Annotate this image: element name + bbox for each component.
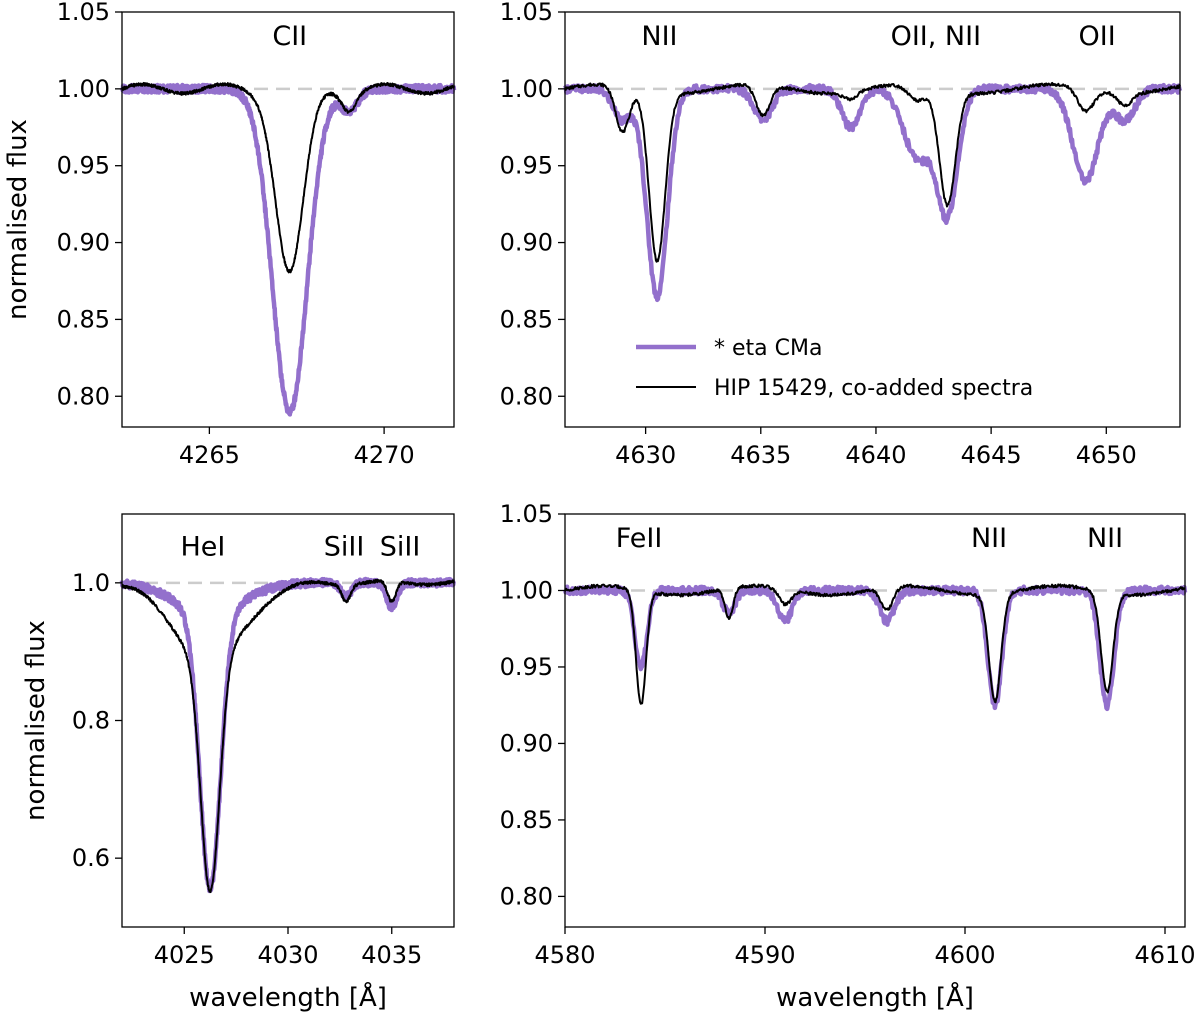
y-tick-label: 1.05 — [57, 0, 110, 26]
y-tick-label: 1.0 — [72, 569, 110, 597]
y-tick-label: 0.95 — [500, 653, 553, 681]
series-line-eta-cma — [563, 82, 1183, 303]
x-tick-label: 4265 — [179, 441, 240, 469]
y-tick-label: 0.85 — [500, 305, 553, 333]
series-line-eta-cma — [562, 584, 1188, 712]
line-annotation: HeI — [180, 532, 225, 563]
y-tick-label: 0.85 — [57, 305, 110, 333]
y-tick-label: 1.00 — [500, 75, 553, 103]
line-annotation: FeII — [616, 523, 663, 554]
y-tick-label: 0.8 — [72, 707, 110, 735]
y-tick-label: 0.90 — [500, 229, 553, 257]
x-tick-label: 4640 — [845, 441, 906, 469]
y-tick-label: 1.05 — [500, 500, 553, 528]
y-axis-label: normalised flux — [3, 119, 33, 320]
plot-frame — [564, 11, 1181, 428]
legend-label-eta-cma: * eta CMa — [714, 336, 822, 361]
y-tick-label: 0.95 — [57, 152, 110, 180]
y-tick-label: 1.00 — [57, 75, 110, 103]
x-tick-label: 4035 — [361, 941, 422, 969]
x-tick-label: 4650 — [1076, 441, 1137, 469]
panel-hei: 0.6 0.8 1.0 4025 4030 4035 HeI SiII SiII nor… — [21, 513, 457, 1013]
y-axis-label: normalised flux — [21, 620, 51, 821]
plot-frame — [564, 513, 1186, 928]
series-line-hip-15429 — [121, 81, 455, 274]
y-tick-label: 0.85 — [500, 806, 553, 834]
legend: * eta CMa HIP 15429, co-added spectra — [636, 336, 1033, 401]
x-tick-label: 4635 — [730, 441, 791, 469]
line-annotation: NII — [971, 523, 1007, 554]
x-tick-label: 4025 — [154, 941, 215, 969]
x-tick-label: 4645 — [961, 441, 1022, 469]
y-tick-label: 0.90 — [500, 729, 553, 757]
legend-label-hip-15429: HIP 15429, co-added spectra — [714, 376, 1033, 401]
plot-frame — [121, 513, 455, 928]
x-tick-label: 4030 — [257, 941, 318, 969]
x-tick-label: 4590 — [734, 941, 795, 969]
series-line-hip-15429 — [564, 583, 1186, 705]
series-line-hip-15429 — [121, 578, 455, 894]
x-axis-label: wavelength [Å] — [189, 981, 387, 1013]
plot-frame — [121, 11, 455, 428]
y-tick-label: 0.90 — [57, 229, 110, 257]
y-tick-label: 0.80 — [57, 382, 110, 410]
y-tick-label: 1.05 — [500, 0, 553, 26]
line-annotation: SiII — [380, 532, 421, 563]
x-axis-label: wavelength [Å] — [776, 981, 974, 1013]
x-tick-label: 4580 — [534, 941, 595, 969]
x-tick-label: 4610 — [1134, 941, 1195, 969]
panel-nii-oii: 0.80 0.85 0.90 0.95 1.00 1.05 4630 4635 4640 464… — [500, 0, 1183, 469]
series-line-eta-cma — [119, 82, 457, 417]
y-tick-label: 0.6 — [72, 844, 110, 872]
y-tick-label: 0.95 — [500, 152, 553, 180]
line-annotation: SiII — [324, 532, 365, 563]
panel-cii: 0.80 0.85 0.90 0.95 1.00 1.05 4265 4270 CII no… — [3, 0, 457, 469]
y-tick-label: 0.80 — [500, 382, 553, 410]
series-line-eta-cma — [119, 576, 457, 894]
line-annotation: CII — [272, 21, 307, 52]
line-annotation: NII — [641, 21, 677, 52]
x-tick-label: 4600 — [934, 941, 995, 969]
y-tick-label: 0.80 — [500, 882, 553, 910]
line-annotation: NII — [1087, 523, 1123, 554]
line-annotation: OII — [1078, 21, 1115, 52]
line-annotation: OII, NII — [891, 21, 981, 52]
series-line-hip-15429 — [564, 81, 1181, 263]
y-tick-label: 1.00 — [500, 576, 553, 604]
panel-feii-nii: 0.80 0.85 0.90 0.95 1.00 1.05 4580 4590 4600 461… — [500, 500, 1196, 1013]
x-tick-label: 4270 — [354, 441, 415, 469]
x-tick-label: 4630 — [615, 441, 676, 469]
